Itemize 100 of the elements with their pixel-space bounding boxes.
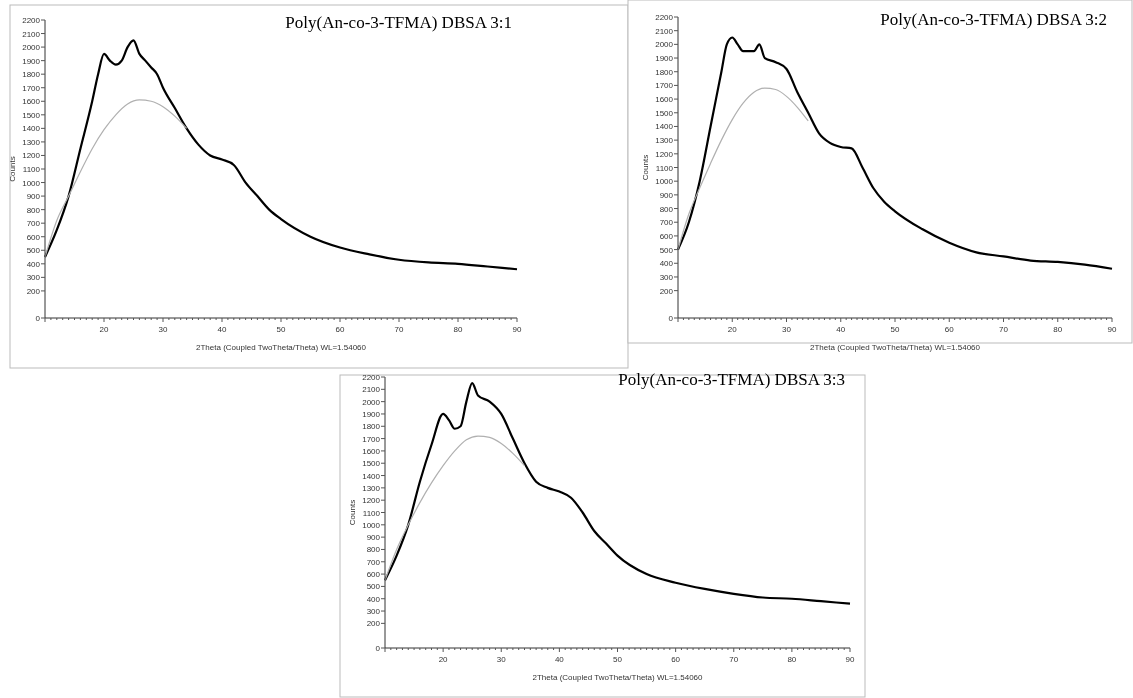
x-tick-label: 90 — [845, 655, 855, 664]
x-tick-label: 40 — [836, 325, 846, 334]
x-tick-label: 40 — [217, 325, 227, 334]
y-tick-label: 400 — [26, 259, 41, 269]
x-tick-label: 50 — [613, 655, 623, 664]
y-tick-label: 1900 — [362, 409, 381, 419]
y-tick-label: 500 — [659, 245, 674, 255]
chart-title: Poly(An-co-3-TFMA) DBSA 3:1 — [285, 13, 512, 32]
x-axis-title: 2Theta (Coupled TwoTheta/Theta) WL=1.54060 — [810, 343, 981, 352]
x-tick-label: 30 — [496, 655, 507, 664]
y-tick-label: 400 — [366, 594, 381, 604]
x-tick-label: 80 — [453, 325, 463, 334]
chart-title: Poly(An-co-3-TFMA) DBSA 3:3 — [618, 370, 845, 389]
y-tick-label: 1700 — [362, 434, 381, 444]
x-tick-label: 20 — [727, 325, 738, 334]
x-tick-label: 70 — [999, 325, 1009, 334]
x-tick-label: 80 — [1053, 325, 1063, 334]
y-tick-label: 2000 — [655, 40, 674, 50]
y-tick-label: 1200 — [655, 149, 674, 159]
y-tick-label: 1800 — [22, 70, 41, 80]
y-tick-label: 800 — [26, 205, 41, 215]
x-tick-label: 40 — [554, 655, 565, 664]
x-tick-label: 70 — [729, 655, 739, 664]
y-tick-label: 1300 — [22, 137, 41, 147]
y-tick-label: 300 — [659, 272, 674, 282]
y-axis-title: Counts — [641, 154, 650, 181]
y-tick-label: 800 — [366, 545, 381, 555]
y-tick-label: 2200 — [22, 16, 41, 25]
x-tick-label: 60 — [335, 325, 345, 334]
y-tick-label: 1400 — [655, 122, 674, 132]
y-tick-label: 1200 — [22, 151, 41, 161]
x-tick-label: 70 — [394, 325, 404, 334]
y-tick-label: 200 — [659, 286, 674, 296]
line-series — [43, 39, 519, 271]
y-tick-label: 1000 — [655, 177, 674, 187]
y-tick-label: 1300 — [362, 483, 381, 493]
y-tick-label: 2100 — [362, 385, 381, 395]
y-tick-label: 1500 — [655, 108, 674, 118]
y-tick-label: 1100 — [22, 165, 41, 174]
y-tick-label: 1600 — [655, 95, 674, 105]
y-tick-label: 1500 — [362, 459, 381, 469]
y-tick-label: 600 — [659, 231, 674, 241]
y-tick-label: 2000 — [22, 43, 41, 53]
y-tick-label: 1000 — [22, 178, 41, 188]
x-tick-label: 20 — [438, 655, 449, 664]
chart-title: Poly(An-co-3-TFMA) DBSA 3:2 — [880, 10, 1107, 29]
y-tick-label: 1200 — [362, 496, 381, 506]
y-tick-label: 2100 — [655, 26, 674, 36]
y-tick-label: 2000 — [362, 397, 381, 407]
x-axis-title: 2Theta (Coupled TwoTheta/Theta) WL=1.54060 — [196, 343, 367, 352]
line-series — [384, 435, 526, 581]
y-tick-label: 300 — [26, 273, 41, 283]
y-tick-label: 700 — [26, 219, 41, 229]
y-tick-label: 2200 — [655, 13, 674, 22]
y-tick-label: 800 — [659, 204, 674, 214]
x-tick-label: 60 — [944, 325, 955, 334]
y-tick-label: 900 — [366, 533, 381, 543]
y-tick-label: 0 — [375, 644, 381, 653]
y-tick-label: 1000 — [362, 520, 381, 530]
x-tick-label: 90 — [1107, 325, 1117, 334]
y-tick-label: 1400 — [362, 471, 381, 481]
y-tick-label: 1600 — [362, 446, 381, 456]
x-tick-label: 50 — [890, 325, 900, 334]
y-tick-label: 1900 — [22, 56, 41, 66]
y-axis-title: Counts — [8, 156, 17, 182]
y-tick-label: 700 — [366, 557, 381, 567]
x-tick-label: 60 — [671, 655, 681, 664]
y-tick-label: 900 — [659, 190, 674, 200]
x-tick-label: 30 — [158, 325, 168, 334]
y-tick-label: 1100 — [655, 163, 674, 173]
y-tick-label: 2200 — [362, 373, 381, 382]
y-tick-label: 500 — [26, 246, 41, 256]
x-axis-title: 2Theta (Coupled TwoTheta/Theta) WL=1.54060 — [532, 673, 704, 682]
x-tick-label: 50 — [276, 325, 286, 334]
y-tick-label: 0 — [35, 314, 41, 323]
y-tick-label: 1600 — [22, 97, 41, 107]
y-tick-label: 1800 — [655, 67, 674, 77]
y-tick-label: 600 — [26, 232, 41, 242]
y-tick-label: 2100 — [22, 29, 41, 39]
y-tick-label: 1700 — [22, 83, 41, 93]
y-tick-label: 300 — [366, 607, 381, 617]
y-tick-label: 900 — [26, 192, 41, 202]
y-tick-label: 200 — [26, 286, 41, 296]
y-tick-label: 1100 — [362, 508, 381, 518]
y-tick-label: 1300 — [655, 136, 674, 146]
y-tick-label: 500 — [366, 582, 381, 592]
y-axis-title: Counts — [348, 499, 357, 526]
y-tick-label: 1700 — [655, 81, 674, 91]
y-tick-label: 1400 — [22, 124, 41, 134]
y-tick-label: 0 — [668, 314, 674, 323]
y-tick-label: 1800 — [362, 422, 381, 432]
y-tick-label: 200 — [366, 619, 381, 629]
x-tick-label: 90 — [512, 325, 522, 334]
y-tick-label: 1900 — [655, 54, 674, 64]
line-series — [676, 36, 1114, 270]
x-tick-label: 80 — [787, 655, 797, 664]
y-tick-label: 1500 — [22, 110, 41, 120]
y-tick-label: 600 — [366, 570, 381, 580]
y-tick-label: 700 — [659, 218, 674, 228]
x-tick-label: 30 — [782, 325, 792, 334]
